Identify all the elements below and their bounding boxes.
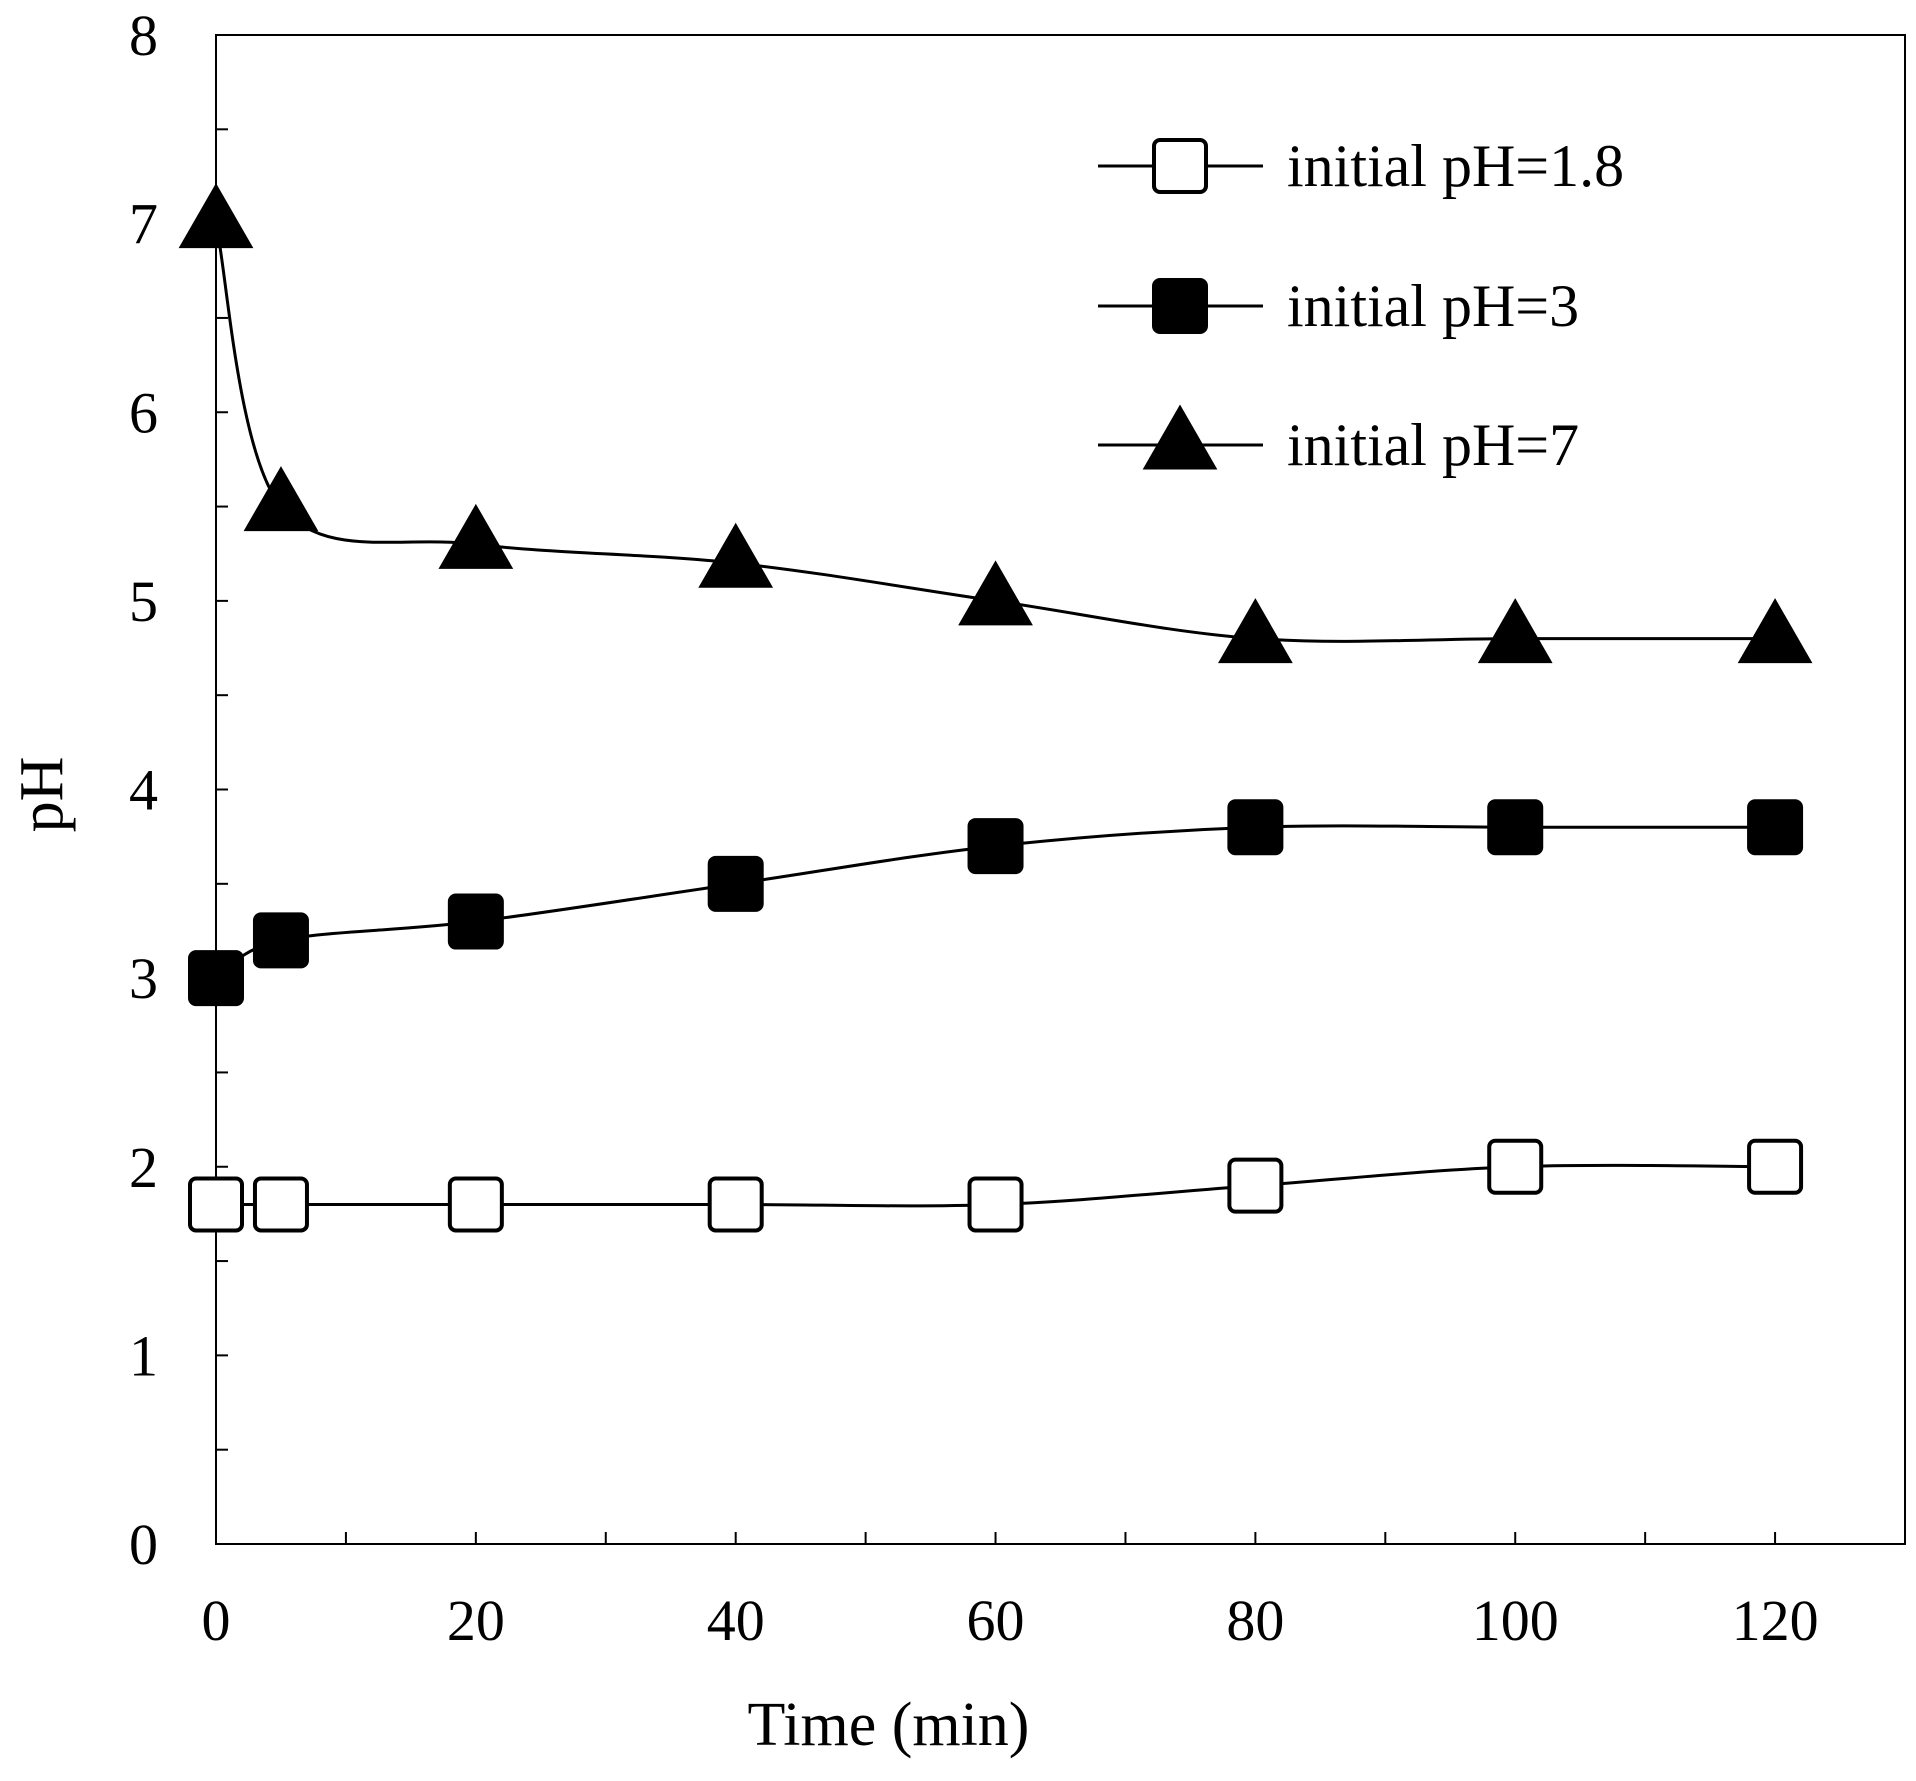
data-point [707, 855, 764, 912]
data-point [243, 466, 319, 532]
data-point [1737, 598, 1813, 664]
data-point [967, 818, 1024, 875]
data-point [698, 522, 774, 588]
y-tick-label: 2 [129, 1135, 158, 1200]
y-tick-label: 1 [129, 1323, 158, 1388]
legend-marker [1142, 404, 1218, 470]
tick-labels: 0 20 40 60 80 100 120 0 1 2 3 4 5 6 7 8 [129, 3, 1819, 1653]
data-point [707, 1176, 764, 1233]
x-tick-label: 100 [1472, 1588, 1559, 1653]
legend-entry: initial pH=1.8 [1098, 133, 1624, 199]
data-point [178, 183, 254, 249]
data-point [252, 912, 309, 969]
plot-frame [215, 34, 1906, 1545]
y-tick-label: 7 [129, 192, 158, 257]
data-series [178, 183, 1813, 1233]
y-tick-label: 3 [129, 946, 158, 1011]
data-point [1487, 1138, 1544, 1195]
x-tick-label: 80 [1226, 1588, 1284, 1653]
data-point [1218, 598, 1293, 664]
axis-ticks [216, 34, 1906, 1545]
data-point [967, 1176, 1024, 1233]
data-point [1747, 1138, 1804, 1195]
y-axis-title: pH [8, 757, 76, 833]
data-point [958, 560, 1033, 626]
legend-label: initial pH=1.8 [1287, 133, 1624, 199]
y-tick-label: 8 [129, 3, 158, 68]
x-tick-label: 40 [707, 1588, 765, 1653]
series-2 [178, 183, 1813, 664]
data-point [447, 1176, 504, 1233]
data-point [1227, 799, 1284, 856]
legend-marker [1152, 138, 1208, 194]
data-point [447, 893, 504, 950]
data-point [1227, 1157, 1284, 1214]
x-tick-label: 60 [967, 1588, 1025, 1653]
data-point [1477, 598, 1553, 664]
series-1 [188, 799, 1804, 1007]
y-tick-label: 5 [129, 569, 158, 634]
legend-marker [1152, 278, 1208, 334]
y-tick-label: 6 [129, 380, 158, 445]
data-point [1487, 799, 1544, 856]
data-point [188, 1176, 244, 1233]
data-point [252, 1176, 309, 1233]
legend-label: initial pH=7 [1287, 412, 1579, 478]
legend-entry: initial pH=7 [1098, 404, 1579, 478]
data-point [438, 503, 514, 569]
data-point [188, 950, 244, 1007]
x-tick-label: 0 [202, 1588, 231, 1653]
data-point [1747, 799, 1804, 856]
y-tick-label: 0 [129, 1512, 158, 1577]
legend-entry: initial pH=3 [1098, 273, 1579, 339]
series-0 [188, 1138, 1804, 1233]
legend: initial pH=1.8 initial pH=3 initial pH=7 [1098, 133, 1624, 478]
y-tick-label: 4 [129, 758, 158, 823]
x-tick-label: 20 [447, 1588, 505, 1653]
x-tick-label: 120 [1732, 1588, 1819, 1653]
legend-label: initial pH=3 [1287, 273, 1579, 339]
x-axis-title: Time (min) [748, 1691, 1030, 1759]
